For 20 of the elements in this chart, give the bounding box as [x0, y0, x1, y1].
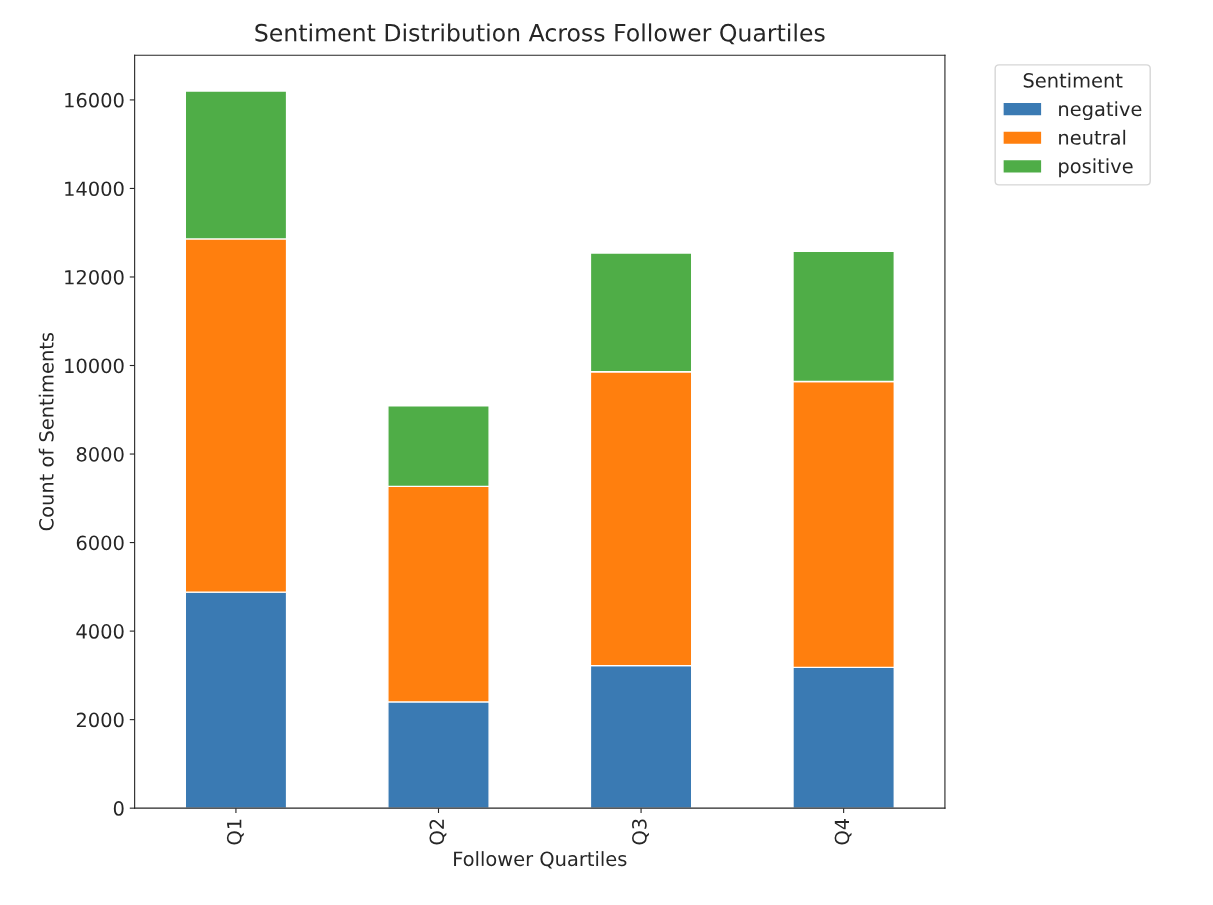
- legend-label: negative: [1059, 101, 1142, 121]
- x-tick-label: Q3: [632, 819, 649, 845]
- y-tick-label: 16000: [65, 92, 124, 108]
- legend-label: positive: [1059, 158, 1133, 178]
- y-tick-label: 14000: [65, 181, 124, 197]
- y-tick-label: 10000: [65, 358, 124, 374]
- y-tick-label: 6000: [76, 535, 124, 551]
- legend-title: Sentiment: [1023, 72, 1123, 88]
- legend-label: neutral: [1059, 129, 1126, 145]
- x-tick-label: Q2: [429, 819, 447, 845]
- y-axis-title: Count of Sentiments: [38, 332, 54, 531]
- chart-title: Sentiment Distribution Across Follower Quartiles: [255, 23, 825, 45]
- y-tick-label: 2000: [76, 712, 124, 728]
- y-tick-label: 8000: [76, 447, 124, 462]
- x-tick-label: Q4: [834, 818, 852, 845]
- y-tick-label: 12000: [65, 269, 124, 285]
- x-tick-label: Q1: [226, 819, 244, 845]
- x-axis-title: Follower Quartiles: [454, 851, 627, 869]
- y-tick-label: 0: [113, 801, 124, 816]
- y-tick-label: 4000: [76, 624, 124, 639]
